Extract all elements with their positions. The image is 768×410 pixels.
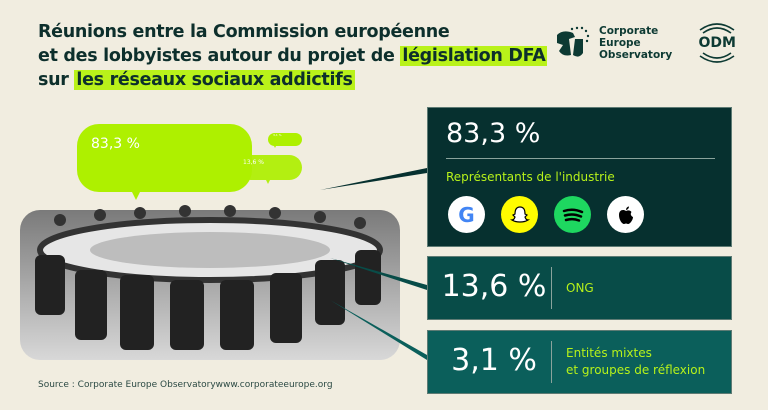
meeting-photo	[20, 205, 400, 360]
connector-mixed	[330, 300, 427, 360]
industry-label: Représentants de l'industrie	[446, 170, 615, 184]
ceo-logo-icon	[557, 26, 590, 57]
divider	[446, 158, 715, 159]
page-title: Réunions entre la Commission européenne …	[38, 20, 548, 92]
mixed-percent: 3,1 %	[451, 343, 537, 378]
title-line-3: sur les réseaux sociaux addictifs	[38, 68, 547, 92]
bubble-1: 13,6 %	[238, 155, 302, 184]
title-highlight: législation DFA	[400, 46, 548, 66]
snapchat-icon	[501, 196, 538, 233]
bubble-tail	[266, 180, 270, 184]
company-icons: G	[448, 196, 644, 233]
bubble-label: 83,3 %	[91, 136, 140, 152]
ceo-logo-text: Corporate Europe Observatory	[599, 25, 672, 61]
industry-percent: 83,3 %	[446, 118, 541, 149]
ong-percent: 13,6 %	[441, 269, 547, 304]
ong-box: 13,6 % ONG	[427, 256, 732, 320]
connector-industry	[320, 168, 427, 190]
source-note: Source : Corporate Europe Observatorywww…	[38, 380, 333, 390]
apple-icon	[607, 196, 644, 233]
mixed-label-line: Entités mixtes	[566, 346, 652, 360]
google-icon: G	[448, 196, 485, 233]
ong-label: ONG	[566, 280, 594, 295]
divider	[551, 341, 552, 383]
bubble-0: 83,3 %	[77, 124, 252, 200]
title-line-2: et des lobbyistes autour du projet de lé…	[38, 44, 548, 68]
divider	[551, 267, 552, 309]
odm-text: ODM	[698, 35, 736, 51]
ceo-word: Europe	[599, 37, 641, 49]
bubble-label: 3,1 %	[273, 133, 282, 137]
logos: Corporate Europe Observatory ODM	[553, 18, 742, 68]
bubble-label: 13,6 %	[243, 159, 264, 166]
title-text: et des lobbyistes autour du projet de	[38, 46, 401, 66]
title-highlight: les réseaux sociaux addictifs	[74, 70, 355, 90]
bubble-2: 3,1 %	[268, 133, 302, 149]
bubble-tail	[274, 146, 276, 149]
industry-box: 83,3 % Représentants de l'industrie G	[427, 107, 732, 247]
connector-ong	[330, 258, 427, 290]
mixed-label: Entités mixtes et groupes de réflexion	[566, 331, 705, 393]
odm-arcs-icon	[699, 23, 735, 63]
odm-logo: ODM	[692, 18, 742, 68]
bubble-tail	[132, 192, 140, 200]
title-text: sur	[38, 70, 75, 90]
ceo-word: Corporate	[599, 25, 659, 37]
spotify-icon	[554, 196, 591, 233]
ceo-word: Observatory	[599, 49, 673, 61]
mixed-label-line: et groupes de réflexion	[566, 363, 706, 377]
title-line-1: Réunions entre la Commission européenne	[38, 22, 450, 42]
mixed-box: 3,1 % Entités mixtes et groupes de réflex…	[427, 330, 732, 394]
